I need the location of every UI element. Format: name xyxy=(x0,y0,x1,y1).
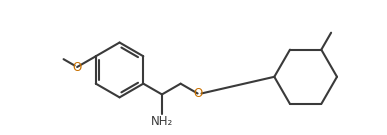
Text: NH₂: NH₂ xyxy=(151,115,173,128)
Text: O: O xyxy=(193,87,202,100)
Text: O: O xyxy=(72,60,82,74)
